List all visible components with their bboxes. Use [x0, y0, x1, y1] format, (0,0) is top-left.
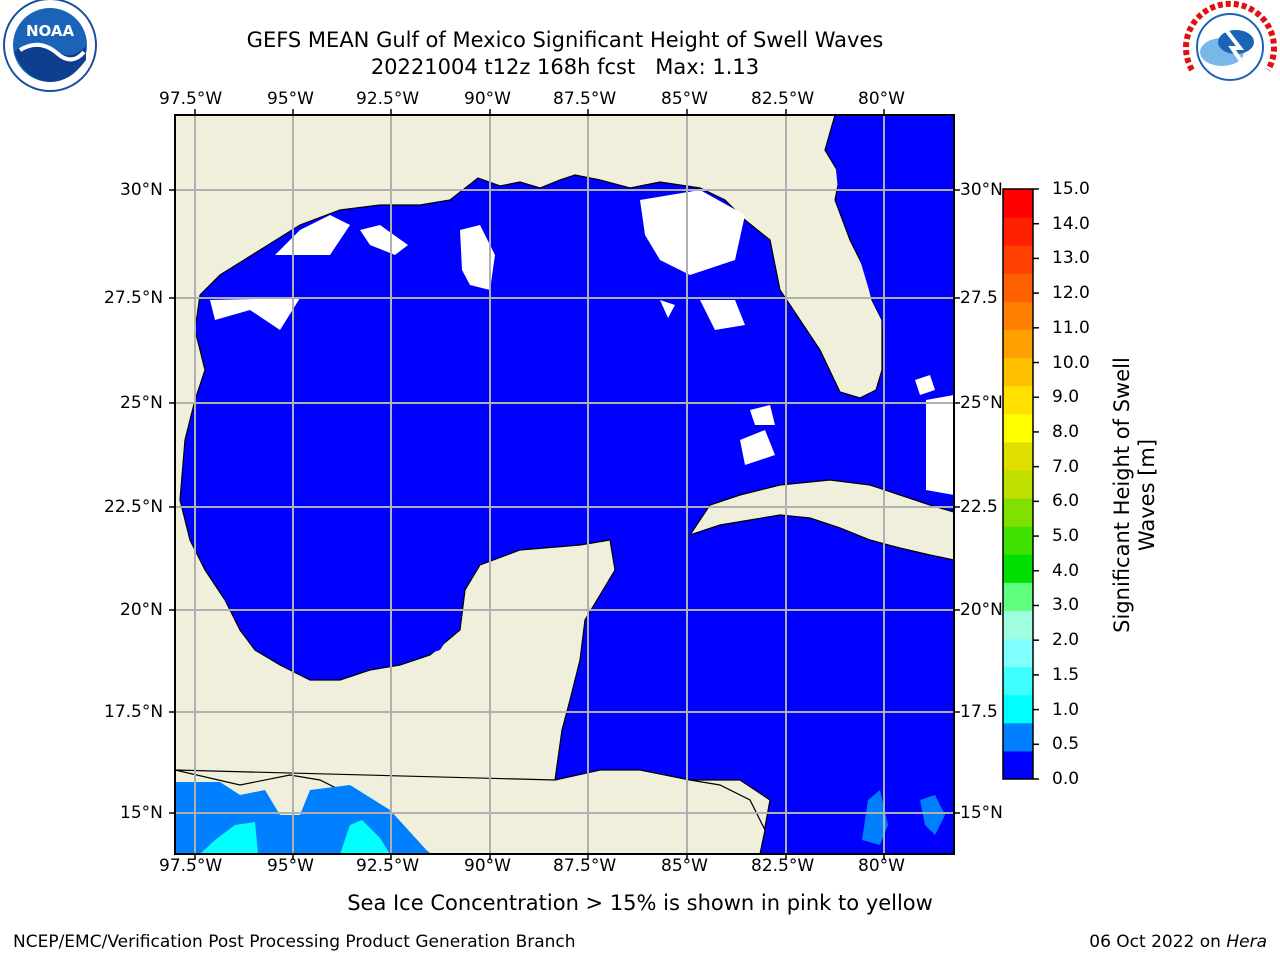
footer-left: NCEP/EMC/Verification Post Processing Pr… — [13, 932, 576, 952]
lat-label-left-1: 30°N — [120, 180, 163, 200]
swell-contours — [175, 782, 945, 854]
colorbar-tick-label: 7.0 — [1052, 456, 1080, 477]
colorbar-segment — [1003, 217, 1033, 246]
colorbar — [1003, 188, 1039, 780]
colorbar-tick-label: 0.0 — [1052, 769, 1080, 789]
noaa-logo: NOAA — [3, 0, 97, 92]
colorbar-segment — [1003, 638, 1033, 668]
noaa-logo-text: NOAA — [26, 22, 75, 40]
colorbar-segment — [1003, 666, 1033, 696]
colorbar-tick-label: 1.0 — [1052, 699, 1080, 720]
sea-ice-note: Sea Ice Concentration > 15% is shown in … — [347, 891, 933, 915]
colorbar-segment — [1003, 694, 1033, 724]
lat-label-left-7: 15°N — [120, 803, 163, 823]
lat-label-right-1: 30°N — [960, 180, 1003, 200]
colorbar-segment — [1003, 413, 1033, 443]
colorbar-tick-label: 13.0 — [1052, 248, 1090, 269]
footer-right: 06 Oct 2022 on Hera — [1089, 932, 1267, 952]
lat-label-right-2: 27.5 — [960, 288, 998, 308]
colorbar-tick-label: 9.0 — [1052, 387, 1080, 408]
colorbar-label-line1: Significant Height of Swell — [1110, 357, 1134, 633]
colorbar-segment — [1003, 526, 1033, 555]
colorbar-tick-label: 4.0 — [1052, 560, 1080, 581]
colorbar-tick-label: 2.0 — [1052, 630, 1080, 651]
no-data-areas — [210, 190, 954, 495]
lon-label-bottom-1: 97.5°W — [159, 856, 223, 876]
colorbar-segment — [1003, 189, 1033, 218]
colorbar-segment — [1003, 245, 1033, 274]
lat-label-right-6: 17.5 — [960, 702, 998, 722]
colorbar-tick-label: 15.0 — [1052, 179, 1090, 199]
colorbar-frame — [1002, 188, 1034, 780]
colorbar-segment — [1003, 498, 1033, 527]
lon-label-bottom-5: 87.5°W — [553, 856, 617, 876]
colorbar-tick-label: 6.0 — [1052, 491, 1080, 512]
colorbar-segment — [1003, 301, 1033, 330]
lon-label-top-4: 90°W — [464, 89, 511, 109]
colorbar-segment — [1003, 582, 1033, 611]
map-tick-marks — [169, 109, 960, 860]
colorbar-tick-label: 8.0 — [1052, 421, 1080, 442]
colorbar-tick-label: 12.0 — [1052, 283, 1090, 304]
lon-label-top-7: 82.5°W — [751, 89, 815, 109]
colorbar-tick-label: 11.0 — [1052, 317, 1090, 338]
colorbar-segment — [1003, 441, 1033, 471]
atlantic-ocean — [835, 115, 954, 400]
lon-label-bottom-3: 92.5°W — [356, 856, 420, 876]
lon-label-top-8: 80°W — [858, 89, 905, 109]
nws-logo — [1183, 0, 1277, 93]
colorbar-segment — [1003, 469, 1033, 499]
footer-date: 06 Oct 2022 on — [1089, 932, 1227, 952]
map-frame — [174, 114, 955, 855]
colorbar-tick-label: 0.5 — [1052, 734, 1080, 755]
colorbar-segment — [1003, 722, 1033, 752]
graticule — [175, 115, 954, 854]
lon-label-top-6: 85°W — [661, 89, 708, 109]
chart-title: GEFS MEAN Gulf of Mexico Significant Hei… — [246, 28, 884, 52]
colorbar-label: Significant Height of Swell Waves [m] — [1110, 357, 1160, 633]
lon-label-top-2: 95°W — [267, 89, 314, 109]
lat-label-left-2: 27.5°N — [104, 288, 164, 308]
colorbar-tick-label: 3.0 — [1052, 595, 1080, 616]
lat-label-right-7: 15°N — [960, 803, 1003, 823]
lon-label-bottom-7: 82.5°W — [751, 856, 815, 876]
lon-label-bottom-8: 80°W — [858, 856, 905, 876]
lat-label-left-4: 22.5°N — [104, 497, 164, 517]
colorbar-tick-label: 5.0 — [1052, 526, 1080, 547]
colorbar-segment — [1003, 750, 1033, 780]
colorbar-segment — [1003, 554, 1033, 583]
lat-label-right-5: 20°N — [960, 600, 1003, 620]
lat-label-right-3: 25°N — [960, 393, 1003, 413]
colorbar-segment — [1003, 385, 1033, 415]
lon-label-bottom-2: 95°W — [267, 856, 314, 876]
lat-label-left-3: 25°N — [120, 393, 163, 413]
lat-label-left-6: 17.5°N — [104, 702, 164, 722]
lon-label-bottom-6: 85°W — [661, 856, 708, 876]
lon-label-top-1: 97.5°W — [159, 89, 223, 109]
colorbar-segment — [1003, 610, 1033, 640]
lon-label-bottom-4: 90°W — [464, 856, 511, 876]
footer-host: Hera — [1226, 932, 1267, 952]
colorbar-tick-label: 1.5 — [1052, 664, 1080, 685]
colorbar-segment — [1003, 329, 1033, 359]
colorbar-label-line2: Waves [m] — [1135, 438, 1159, 552]
colorbar-tick-label: 14.0 — [1052, 213, 1090, 234]
lon-label-top-5: 87.5°W — [553, 89, 617, 109]
chart-subtitle: 20221004 t12z 168h fcst Max: 1.13 — [370, 55, 760, 79]
colorbar-tick-label: 10.0 — [1052, 352, 1090, 373]
colorbar-segment — [1003, 273, 1033, 302]
lon-label-top-3: 92.5°W — [356, 89, 420, 109]
lat-label-right-4: 22.5 — [960, 497, 998, 517]
colorbar-segment — [1003, 357, 1033, 387]
cuba — [688, 479, 954, 561]
lat-label-left-5: 20°N — [120, 600, 163, 620]
bay-of-campeche — [200, 400, 480, 675]
